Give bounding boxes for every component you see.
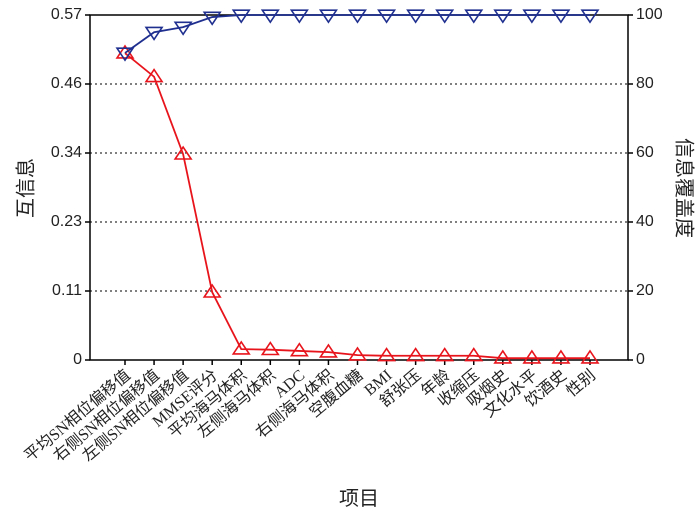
y-tick-label: 0.23 [51,213,82,230]
marker [144,26,164,41]
marker [115,47,135,62]
marker [464,9,484,24]
marker [144,68,164,83]
y2-tick-label: 100 [636,6,663,23]
marker [551,9,571,24]
y2-tick-label: 0 [636,351,645,368]
marker [348,346,367,361]
marker [580,349,600,364]
y2-tick-label: 60 [636,144,654,161]
y2-tick-label: 80 [636,75,654,92]
marker [173,21,193,36]
marker [464,347,484,362]
y-tick-label: 0 [73,351,82,368]
marker [289,342,309,357]
y-tick-label: 0.34 [51,144,82,161]
y-tick-label: 0.46 [51,75,82,92]
marker [318,343,338,358]
plot-frame [89,14,629,361]
marker [406,9,426,24]
marker [551,349,571,364]
x-axis-label: 项目 [339,488,379,510]
marker [435,347,455,362]
marker [202,11,222,26]
y2-axis-label: 信息覆盖度 [672,138,695,238]
marker [377,347,397,362]
marker [260,341,280,356]
marker [115,44,135,59]
y-tick-label: 0.57 [51,6,82,23]
marker [173,145,193,160]
marker [522,349,542,364]
marker [260,9,280,24]
marker [406,347,426,362]
series-line [124,52,590,360]
marker [435,9,455,24]
marker [289,9,309,24]
y2-tick-label: 20 [636,282,654,299]
x-tick-label: 性别 [563,366,599,400]
marker [231,340,251,355]
y-tick-label: 0.11 [52,282,82,299]
marker [493,349,513,364]
marker [493,9,513,24]
marker [377,9,397,24]
series-line [124,14,590,54]
marker [348,9,367,24]
marker [580,9,600,24]
marker [231,9,251,24]
marker [318,9,338,24]
y-axis-label: 互信息 [15,158,38,218]
y2-tick-label: 40 [636,213,654,230]
marker [522,9,542,24]
marker [202,283,222,298]
